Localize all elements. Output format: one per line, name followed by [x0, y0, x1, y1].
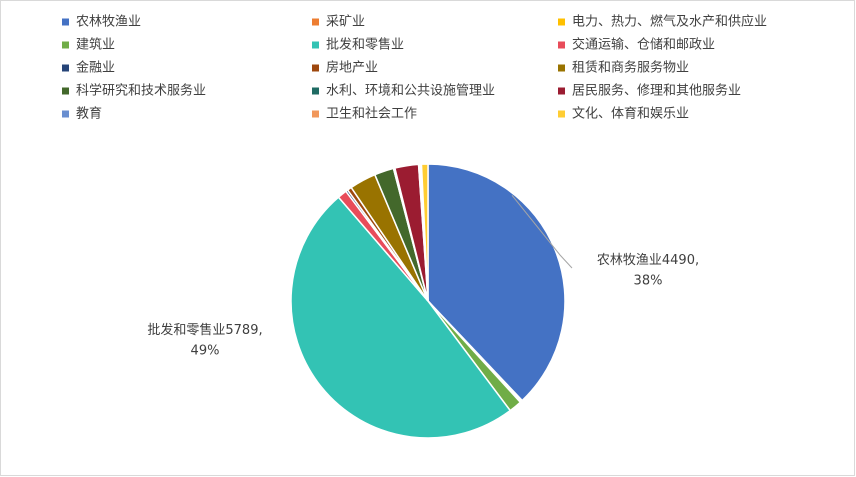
data-label-value: 5789, — [225, 323, 262, 338]
legend-label: 租赁和商务服务物业 — [572, 60, 689, 76]
legend-swatch — [558, 18, 565, 26]
legend-swatch — [312, 41, 319, 49]
data-label-percent: 38% — [634, 274, 663, 289]
legend-label: 建筑业 — [76, 37, 115, 53]
legend-label: 居民服务、修理和其他服务业 — [572, 83, 741, 99]
legend-label: 电力、热力、燃气及水产和供应业 — [572, 14, 767, 30]
legend-label: 批发和零售业 — [326, 37, 404, 53]
legend-swatch — [558, 110, 565, 118]
legend-label: 农林牧渔业 — [76, 15, 141, 30]
legend-swatch — [558, 41, 565, 49]
pie-slice — [290, 196, 512, 439]
legend-swatch — [62, 41, 69, 49]
legend-swatch — [62, 87, 69, 95]
data-label-value: 4490, — [662, 253, 699, 268]
data-label-category: 农林牧渔业 — [597, 253, 662, 268]
data-label-percent: 49% — [191, 344, 220, 359]
legend-label: 交通运输、仓储和邮政业 — [572, 37, 715, 53]
legend-swatch — [312, 18, 319, 26]
legend-swatch — [312, 64, 319, 72]
legend-swatch — [62, 64, 69, 72]
legend-swatch — [558, 64, 565, 72]
data-label-category: 批发和零售业 — [147, 322, 225, 338]
data-label: 批发和零售业5789, — [147, 322, 262, 338]
legend-swatch — [62, 110, 69, 118]
legend-label: 房地产业 — [326, 60, 378, 76]
legend-label: 水利、环境和公共设施管理业 — [326, 84, 495, 99]
pie-slice — [427, 163, 566, 402]
legend-label: 金融业 — [76, 60, 115, 76]
legend-swatch — [312, 110, 319, 118]
pie-slice — [420, 163, 429, 302]
legend-label: 教育 — [76, 106, 102, 122]
legend-label: 文化、体育和娱乐业 — [572, 106, 689, 122]
legend-label: 科学研究和技术服务业 — [76, 83, 206, 99]
data-label: 农林牧渔业4490, — [597, 253, 699, 268]
legend-swatch — [312, 87, 319, 95]
legend-label: 卫生和社会工作 — [326, 106, 417, 122]
legend-swatch — [558, 87, 565, 95]
legend-swatch — [62, 18, 69, 26]
leader-line — [511, 194, 573, 269]
legend-label: 采矿业 — [326, 15, 365, 30]
